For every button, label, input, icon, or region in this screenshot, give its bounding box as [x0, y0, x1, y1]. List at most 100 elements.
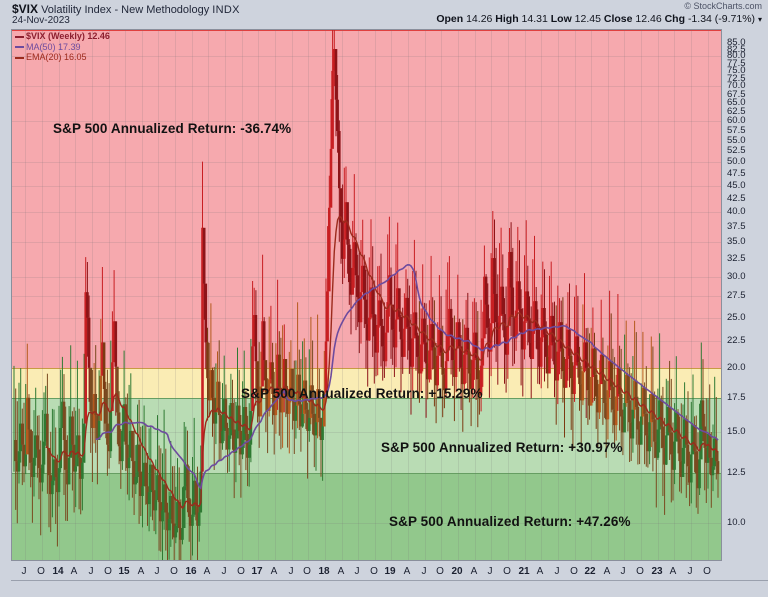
band-boundary-line [12, 30, 721, 31]
x-axis-tick-label: A [470, 566, 478, 577]
y-axis-tick-label: 55.0 [727, 134, 746, 146]
y-axis-tick-label: 85.0 [727, 36, 746, 48]
grid-line-horizontal [12, 242, 721, 243]
y-axis-tick-label: 50.0 [727, 156, 746, 168]
x-axis-tick-label: A [603, 566, 611, 577]
x-axis-tick-label: J [554, 566, 560, 577]
x-axis-tick-label: 18 [318, 566, 330, 577]
x-axis-tick-label: O [370, 566, 378, 577]
grid-line-horizontal [12, 473, 721, 474]
x-axis-tick-label: O [237, 566, 245, 577]
grid-line-vertical [658, 30, 659, 560]
y-axis-tick-label: 35.0 [727, 236, 746, 248]
y-axis-tick-label: 62.5 [727, 105, 746, 117]
y-axis-tick-label: 22.5 [727, 335, 746, 347]
grid-line-vertical [275, 30, 276, 560]
source-attribution: © StockCharts.com [684, 1, 762, 11]
grid-line-vertical [558, 30, 559, 560]
x-axis-tick-label: O [503, 566, 511, 577]
grid-line-horizontal [12, 523, 721, 524]
x-axis-tick-label: A [70, 566, 78, 577]
y-axis-tick-label: 52.5 [727, 145, 746, 157]
y-axis-tick-label: 42.5 [727, 192, 746, 204]
annualized-return-annotation: S&P 500 Annualized Return: -36.74% [53, 121, 292, 136]
grid-line-horizontal [12, 56, 721, 57]
grid-line-vertical [475, 30, 476, 560]
x-axis-tick-label: J [88, 566, 94, 577]
legend-price-swatch [15, 35, 24, 38]
y-axis-tick-label: 77.5 [727, 57, 746, 69]
grid-line-vertical [308, 30, 309, 560]
legend-ema20: EMA(20) 16.05 [15, 52, 110, 63]
grid-line-vertical [591, 30, 592, 560]
y-axis-tick-label: 70.0 [727, 80, 746, 92]
ma50-line [95, 263, 719, 490]
y-axis-tick-label: 80.0 [727, 50, 746, 62]
ohlc-quote-bar: Open 14.26 High 14.31 Low 12.45 Close 12… [436, 13, 762, 25]
grid-line-vertical [225, 30, 226, 560]
y-axis-tick-label: 32.5 [727, 252, 746, 264]
x-axis-tick-label: 22 [584, 566, 596, 577]
x-axis-tick-label: O [104, 566, 112, 577]
close-value: 12.46 [635, 13, 662, 25]
chart-title: $VIX Volatility Index - New Methodology … [12, 2, 240, 16]
instrument-name: Volatility Index - New Methodology [41, 4, 210, 16]
y-axis-tick-label: 27.5 [727, 290, 746, 302]
x-axis-tick-label: 20 [451, 566, 463, 577]
x-axis-tick-label: 17 [251, 566, 263, 577]
band-low-volatility [12, 473, 721, 560]
grid-line-vertical [59, 30, 60, 560]
grid-line-vertical [708, 30, 709, 560]
legend-ma50: MA(50) 17.39 [15, 42, 110, 53]
low-value: 12.45 [574, 13, 601, 25]
grid-line-vertical [192, 30, 193, 560]
grid-line-vertical [342, 30, 343, 560]
legend-ema20-swatch [15, 56, 24, 59]
y-axis-tick-label: 65.0 [727, 97, 746, 109]
grid-line-vertical [208, 30, 209, 560]
x-axis-tick-label: O [303, 566, 311, 577]
y-axis: 85.0 82.5 80.0 77.5 75.0 72.5 70.0 67.5 65.0 62.5… [723, 29, 768, 561]
grid-line-vertical [92, 30, 93, 560]
chevron-down-icon[interactable]: ▾ [757, 15, 762, 24]
x-axis-tick-label: O [570, 566, 578, 577]
grid-line-vertical [142, 30, 143, 560]
x-axis-tick-label: A [669, 566, 677, 577]
grid-line-vertical [125, 30, 126, 560]
grid-line-vertical [175, 30, 176, 560]
x-axis-tick-label: J [354, 566, 360, 577]
x-axis-tick-label: A [137, 566, 145, 577]
x-axis-tick-label: 14 [52, 566, 64, 577]
change-value: -1.34 (-9.71%) [687, 13, 756, 25]
grid-line-vertical [408, 30, 409, 560]
grid-line-vertical [292, 30, 293, 560]
grid-line-vertical [375, 30, 376, 560]
band-boundary-line [12, 473, 721, 475]
x-axis-tick-label: J [421, 566, 427, 577]
x-axis-tick-label: J [21, 566, 27, 577]
plot-area: $VIX (Weekly) 12.46 MA(50) 17.39 EMA(20)… [11, 29, 722, 561]
high-label: High [495, 13, 519, 25]
x-axis-tick-label: 23 [651, 566, 663, 577]
grid-line-vertical [242, 30, 243, 560]
y-axis-tick-label: 15.0 [727, 426, 746, 438]
x-axis-tick-label: A [403, 566, 411, 577]
grid-line-horizontal [12, 212, 721, 213]
y-axis-tick-label: 10.0 [727, 517, 746, 529]
grid-line-vertical [575, 30, 576, 560]
grid-line-horizontal [12, 398, 721, 399]
x-axis-tick-label: O [703, 566, 711, 577]
y-axis-tick-label: 30.0 [727, 270, 746, 282]
close-label: Close [603, 13, 633, 25]
price-series-svg [13, 30, 720, 560]
y-axis-tick-label: 17.5 [727, 391, 746, 403]
grid-line-vertical [109, 30, 110, 560]
grid-line-vertical [75, 30, 76, 560]
x-axis-tick-label: J [487, 566, 493, 577]
x-axis-tick-label: A [536, 566, 544, 577]
grid-line-horizontal [12, 186, 721, 187]
grid-line-horizontal [12, 86, 721, 87]
y-axis-tick-label: 40.0 [727, 206, 746, 218]
x-axis-tick-label: J [154, 566, 160, 577]
